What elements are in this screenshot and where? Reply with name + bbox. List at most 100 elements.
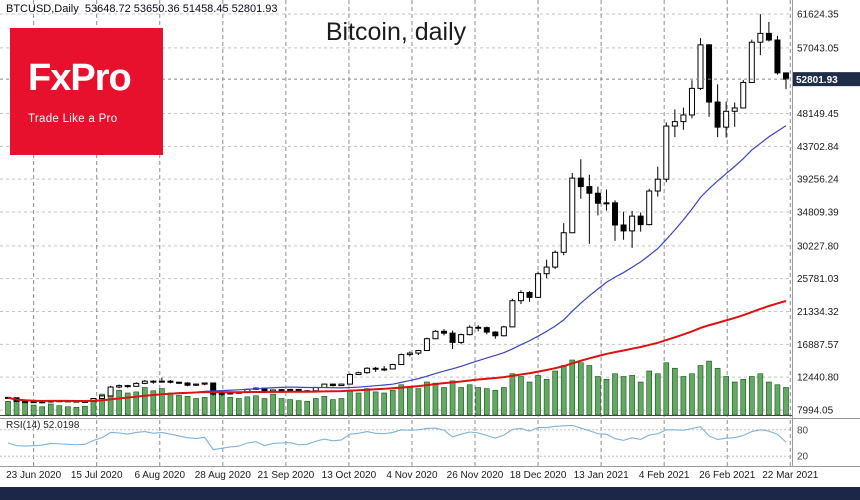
rsi-level-label: 20 (797, 452, 809, 463)
price-axis-label: 57043.05 (797, 43, 839, 54)
volume-bar (159, 388, 165, 416)
pane-separators (0, 0, 860, 467)
candle-bull (535, 273, 542, 298)
price-axis-label: 43702.84 (797, 142, 839, 153)
candle-bull (398, 354, 405, 366)
volume-bar (654, 373, 661, 416)
candle-bull (500, 326, 507, 337)
date-axis-label: 6 Aug 2020 (134, 470, 185, 481)
candle-bear (637, 215, 644, 226)
candle-bull (740, 81, 747, 109)
candle-bull (509, 300, 516, 328)
volume-bar (432, 382, 439, 416)
candle-bear (706, 44, 713, 103)
candle-bull (517, 292, 524, 302)
volume-bar (526, 381, 533, 416)
volume-bar (740, 378, 747, 416)
candle-bull (458, 334, 465, 343)
volume-bar (253, 395, 259, 416)
price-axis-label: 21334.32 (797, 307, 839, 318)
price-axis-label: 30227.80 (797, 241, 839, 252)
volume-bar (731, 381, 738, 416)
volume-bar (483, 388, 490, 416)
rsi-pane: 80 20 (0, 424, 809, 463)
candle-bear (167, 380, 174, 383)
date-axis-label: 22 Mar 2021 (762, 470, 819, 481)
volume-bar (39, 406, 45, 416)
candle-bear (30, 401, 37, 404)
volume-bar (466, 384, 473, 416)
volume-bar (603, 378, 610, 416)
volume-bar (783, 387, 789, 416)
candle-bear (329, 383, 336, 387)
candle-bull (569, 177, 576, 234)
candle-bull (663, 125, 670, 180)
volume-bar (184, 395, 191, 416)
candle-bear (210, 382, 217, 395)
date-axis-label: 28 Aug 2020 (195, 470, 252, 481)
date-axis-label: 15 Jul 2020 (71, 470, 123, 481)
volume-bar (56, 405, 63, 416)
date-axis-label: 26 Nov 2020 (447, 470, 504, 481)
volume-bar (381, 392, 387, 416)
candle-bull (697, 44, 704, 89)
candle-bull (432, 330, 439, 340)
volume-bar (244, 396, 251, 416)
volume-bar (278, 398, 285, 416)
candle-bear (372, 367, 379, 370)
volume-bar (637, 381, 644, 416)
rsi-line (7, 424, 787, 451)
date-axis-label: 13 Oct 2020 (322, 470, 377, 481)
volume-bar (73, 406, 80, 416)
candle-bear (150, 380, 157, 383)
volume-bar (82, 405, 88, 416)
volume-bar (672, 367, 678, 416)
candle-bull (133, 382, 140, 387)
volume-bar (193, 398, 199, 416)
candle-bull (688, 87, 695, 116)
volume-bar (714, 367, 721, 416)
candle-bear (184, 382, 191, 386)
volume-bar (227, 397, 234, 416)
axis-labels: 61624.35 57043.05 48149.45 43702.84 39256.24… (6, 10, 839, 482)
candle-bull (543, 266, 550, 275)
candle-bull (629, 215, 636, 232)
candle-bull (158, 380, 165, 383)
volume-bar (364, 388, 370, 416)
volume-bar (424, 381, 430, 416)
volume-bar (620, 376, 627, 416)
current-price-tag-label: 52801.93 (796, 75, 838, 86)
volume-bar (415, 388, 422, 416)
volume-bar (723, 376, 729, 416)
volume-bar (218, 392, 225, 416)
volume-bar (518, 376, 524, 416)
volume-bar (492, 389, 499, 416)
price-axis-label: 39256.24 (797, 175, 839, 186)
volume-bar (201, 397, 208, 416)
candle-bear (774, 39, 781, 74)
volume-bar (441, 387, 447, 416)
volume-bar (304, 400, 311, 416)
candle-bear (586, 186, 593, 194)
volume-bar (116, 389, 122, 416)
volume-bar (176, 394, 182, 416)
candle-bull (646, 190, 653, 226)
candle-bear (22, 400, 29, 403)
candle-bull (107, 386, 114, 397)
volume-bar (355, 392, 362, 416)
candle-bull (415, 350, 422, 354)
candle-bull (278, 389, 285, 392)
volume-bar (47, 403, 54, 416)
fxpro-logo: FxPro Trade Like a Pro (10, 28, 163, 155)
candle-bear (124, 385, 131, 388)
price-axis-label: 48149.45 (797, 109, 839, 120)
candle-bear (483, 327, 490, 333)
candle-bull (680, 114, 687, 123)
volume-bar (697, 365, 704, 416)
candle-bull (552, 251, 559, 268)
volume-bar (766, 381, 772, 416)
candle-bear (526, 292, 533, 298)
volume-bar (543, 378, 550, 416)
chart-title: Bitcoin, daily (325, 18, 467, 46)
